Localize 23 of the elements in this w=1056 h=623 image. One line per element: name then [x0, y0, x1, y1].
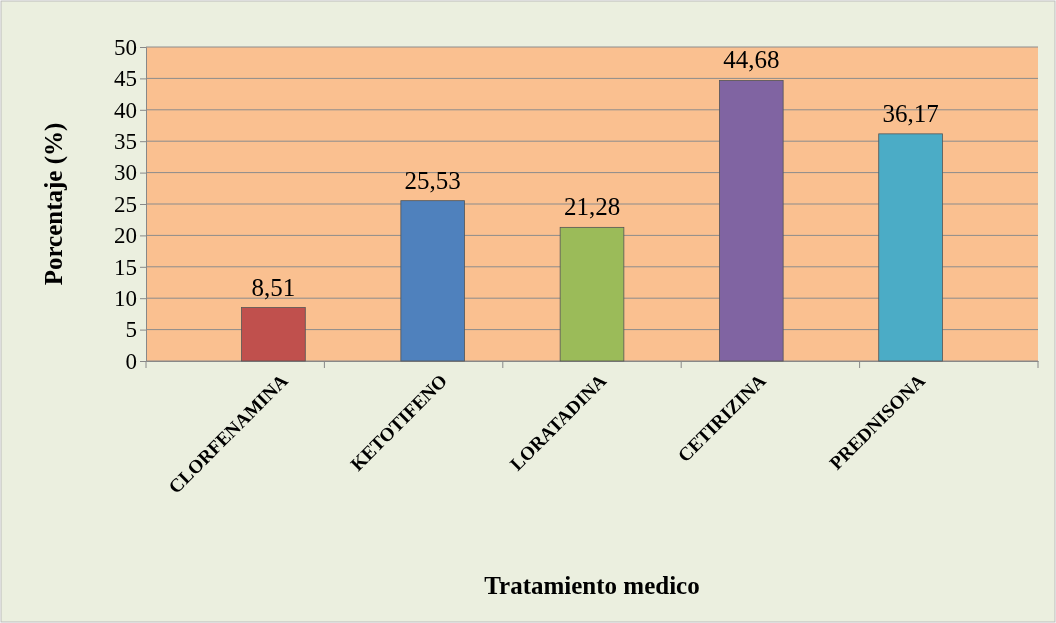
- x-axis-title: Tratamiento medico: [484, 572, 700, 599]
- bar: [241, 307, 306, 362]
- data-label: 36,17: [882, 99, 939, 127]
- y-axis-title: Porcentaje (%): [40, 122, 68, 286]
- y-tick-label: 15: [114, 254, 137, 280]
- data-label: 8,51: [251, 273, 296, 301]
- data-label: 25,53: [404, 166, 461, 194]
- y-tick-label: 35: [114, 129, 137, 155]
- y-tick-label: 20: [114, 223, 137, 249]
- y-tick-label: 50: [114, 34, 137, 60]
- data-label: 21,28: [563, 193, 621, 221]
- y-tick-label: 45: [114, 66, 137, 92]
- y-tick-label: 5: [125, 317, 137, 343]
- data-label: 44,68: [723, 46, 780, 74]
- y-tick-label: 0: [125, 348, 137, 374]
- bar: [559, 226, 625, 362]
- y-tick-label: 25: [114, 191, 137, 217]
- bar: [400, 200, 465, 362]
- y-tick-label: 40: [114, 97, 137, 123]
- y-tick-label: 30: [114, 160, 137, 186]
- y-tick-label: 10: [114, 286, 137, 312]
- bar: [878, 133, 943, 362]
- bar: [719, 80, 784, 362]
